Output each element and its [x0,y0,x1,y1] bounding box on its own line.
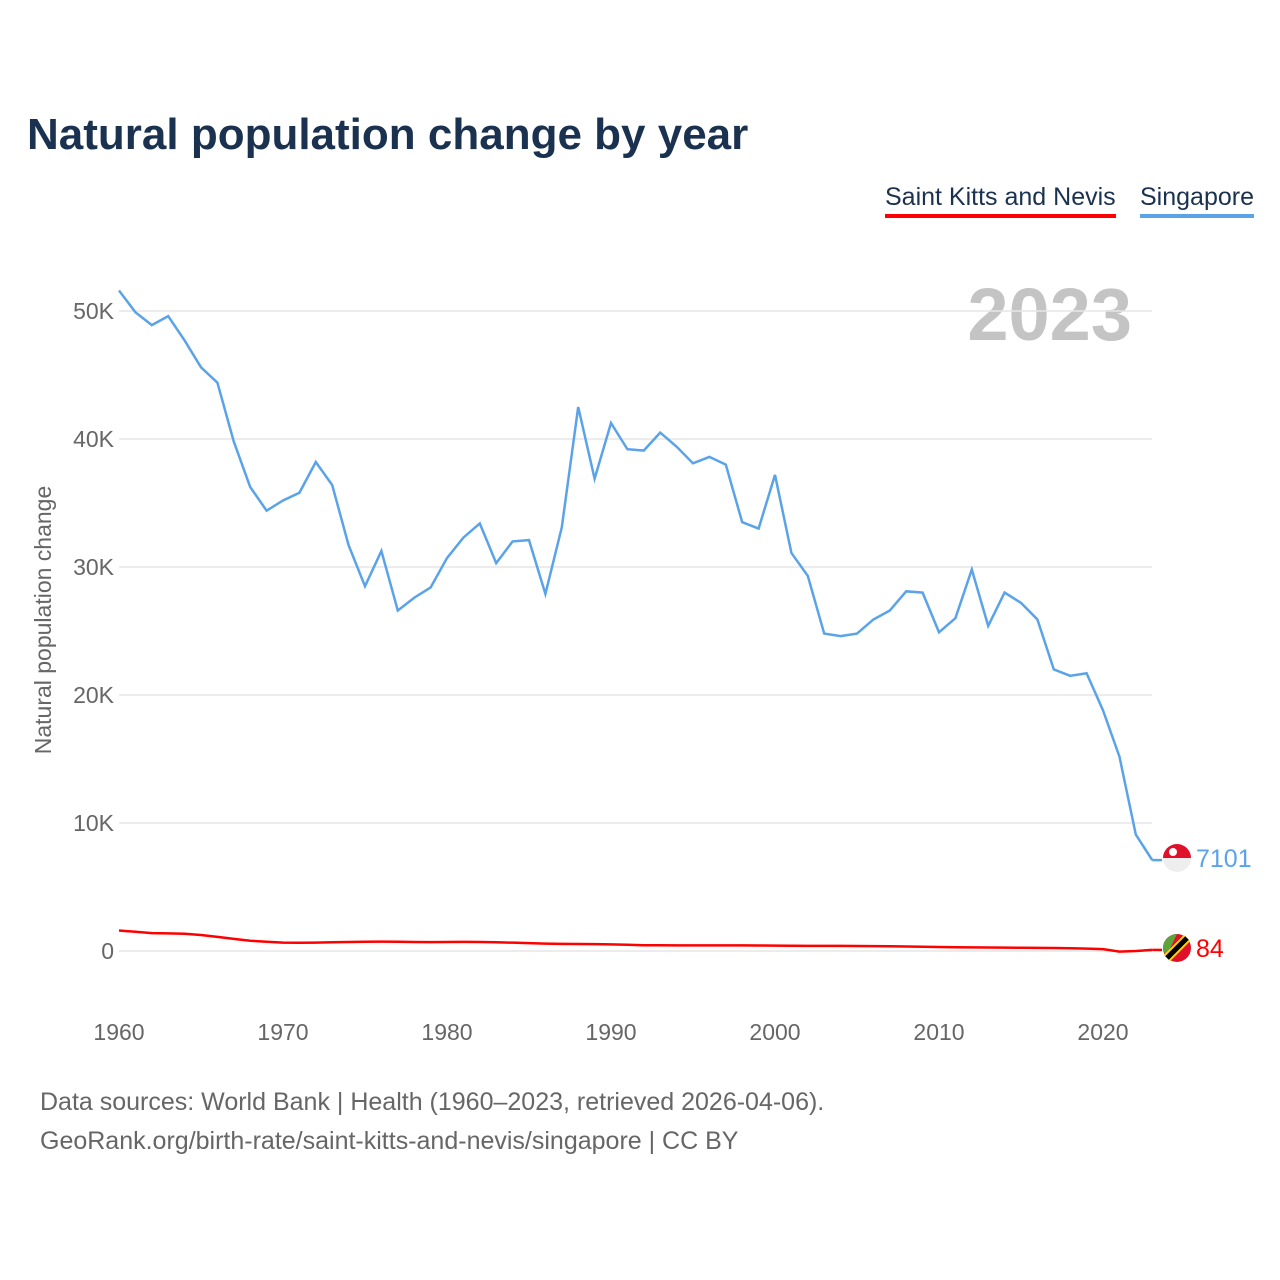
legend-singapore[interactable]: Singapore [1140,183,1254,218]
series-end-value: 84 [1196,935,1224,963]
chart-plot: 2023 Natural population change 0 10K 20K 30… [30,273,1252,1045]
legend-saint-kitts-and-nevis[interactable]: Saint Kitts and Nevis [885,183,1116,218]
y-axis-label: Natural population change [30,486,56,755]
y-tick-label: 10K [73,810,115,836]
footer-sources: Data sources: World Bank | Health (1960–… [40,1088,825,1116]
x-tick-label: 2020 [1077,1019,1128,1045]
y-tick-label: 0 [101,938,114,964]
singapore-flag-icon [1163,844,1191,872]
year-watermark: 2023 [967,273,1132,356]
x-tick-label: 1960 [93,1019,144,1045]
series-end-value: 7101 [1196,845,1252,873]
x-tick-label: 1990 [585,1019,636,1045]
x-tick-label: 2010 [913,1019,964,1045]
x-tick-label: 2000 [749,1019,800,1045]
x-tick-label: 1970 [257,1019,308,1045]
y-tick-label: 40K [73,426,115,452]
series-line-saint-kitts-and-nevis [118,929,1153,953]
saint-kitts-and-nevis-flag-icon [1163,934,1191,962]
footer-link[interactable]: GeoRank.org/birth-rate/saint-kitts-and-n… [40,1127,739,1155]
series-line-singapore [118,289,1154,861]
y-tick-label: 30K [73,554,115,580]
y-tick-label: 20K [73,682,115,708]
x-tick-label: 1980 [421,1019,472,1045]
chart-title: Natural population change by year [27,110,749,159]
y-tick-label: 50K [73,298,115,324]
